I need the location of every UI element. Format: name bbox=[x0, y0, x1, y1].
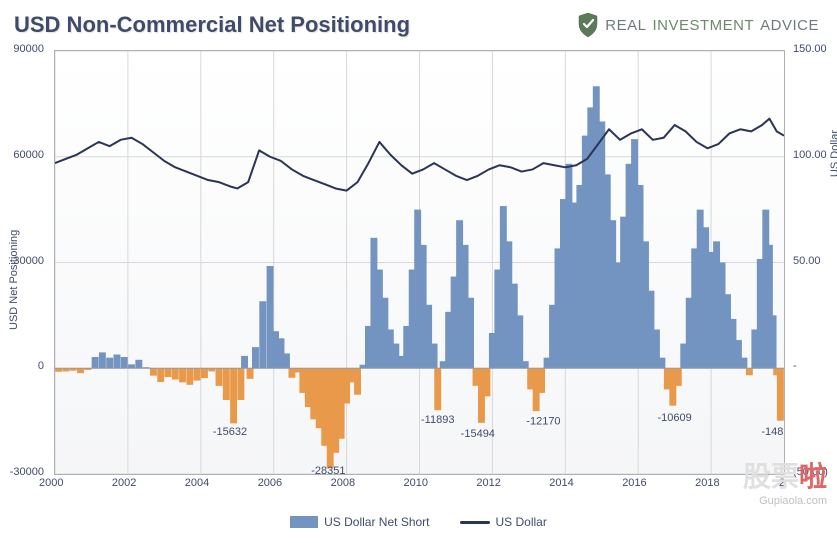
svg-text:-11893: -11893 bbox=[421, 414, 454, 426]
legend: US Dollar Net Short US Dollar bbox=[0, 515, 837, 529]
legend-bar-swatch bbox=[290, 516, 318, 528]
chart-container: USD Non-Commercial Net Positioning REAL … bbox=[0, 0, 837, 543]
x-tick: 2006 bbox=[258, 477, 282, 489]
x-tick: 2000 bbox=[39, 477, 63, 489]
y-left-tick: 60000 bbox=[13, 149, 44, 161]
plot-area: -15632 -28351 -11893 -15494 -12170 -10609 -148… bbox=[54, 50, 785, 475]
legend-item-bars: US Dollar Net Short bbox=[290, 515, 429, 529]
legend-line-swatch bbox=[460, 521, 490, 524]
y-right-tick: (50.00) bbox=[793, 466, 828, 478]
svg-text:-12170: -12170 bbox=[526, 416, 560, 428]
x-tick: 2002 bbox=[112, 477, 136, 489]
svg-text:-10609: -10609 bbox=[658, 412, 692, 424]
y-left-axis-label: USD Net Positioning bbox=[8, 230, 20, 330]
brand-text-investment: INVESTMENT bbox=[652, 17, 754, 34]
brand-text-advice: ADVICE bbox=[760, 17, 819, 34]
shield-icon bbox=[577, 12, 599, 38]
legend-bar-label: US Dollar Net Short bbox=[324, 515, 429, 529]
brand-logo: REAL INVESTMENT ADVICE bbox=[577, 12, 819, 38]
y-right-tick: 50.00 bbox=[793, 255, 821, 267]
x-tick: 2014 bbox=[549, 477, 573, 489]
y-left-tick: 0 bbox=[38, 360, 44, 372]
x-tick: 2018 bbox=[695, 477, 719, 489]
x-tick: 2004 bbox=[185, 477, 209, 489]
x-tick: 2012 bbox=[476, 477, 500, 489]
y-right-axis-label: US Dollar bbox=[829, 130, 837, 177]
chart-title: USD Non-Commercial Net Positioning bbox=[14, 12, 410, 38]
watermark-sub: Gupiaola.com bbox=[743, 495, 827, 507]
svg-text:-15494: -15494 bbox=[461, 428, 495, 440]
y-right-tick: - bbox=[793, 360, 797, 372]
svg-text:-14875: -14875 bbox=[761, 426, 784, 438]
svg-text:-15632: -15632 bbox=[213, 426, 247, 438]
x-tick: 2010 bbox=[404, 477, 428, 489]
y-right-tick: 150.00 bbox=[793, 43, 827, 55]
y-left-tick: 90000 bbox=[13, 43, 44, 55]
legend-item-line: US Dollar bbox=[460, 515, 547, 529]
y-right-axis-ticks: (50.00)-50.00100.00150.00 bbox=[787, 50, 837, 475]
svg-text:-28351: -28351 bbox=[311, 465, 345, 474]
legend-line-label: US Dollar bbox=[496, 515, 547, 529]
x-tick: 2008 bbox=[331, 477, 355, 489]
y-right-tick: 100.00 bbox=[793, 149, 827, 161]
x-tick: 2016 bbox=[622, 477, 646, 489]
x-tick: 2 bbox=[779, 477, 785, 489]
brand-text-real: REAL bbox=[605, 17, 646, 34]
plot-svg: -15632 -28351 -11893 -15494 -12170 -10609 -148… bbox=[55, 51, 784, 474]
x-axis-ticks: 2000200220042006200820102012201420162018… bbox=[54, 477, 785, 495]
